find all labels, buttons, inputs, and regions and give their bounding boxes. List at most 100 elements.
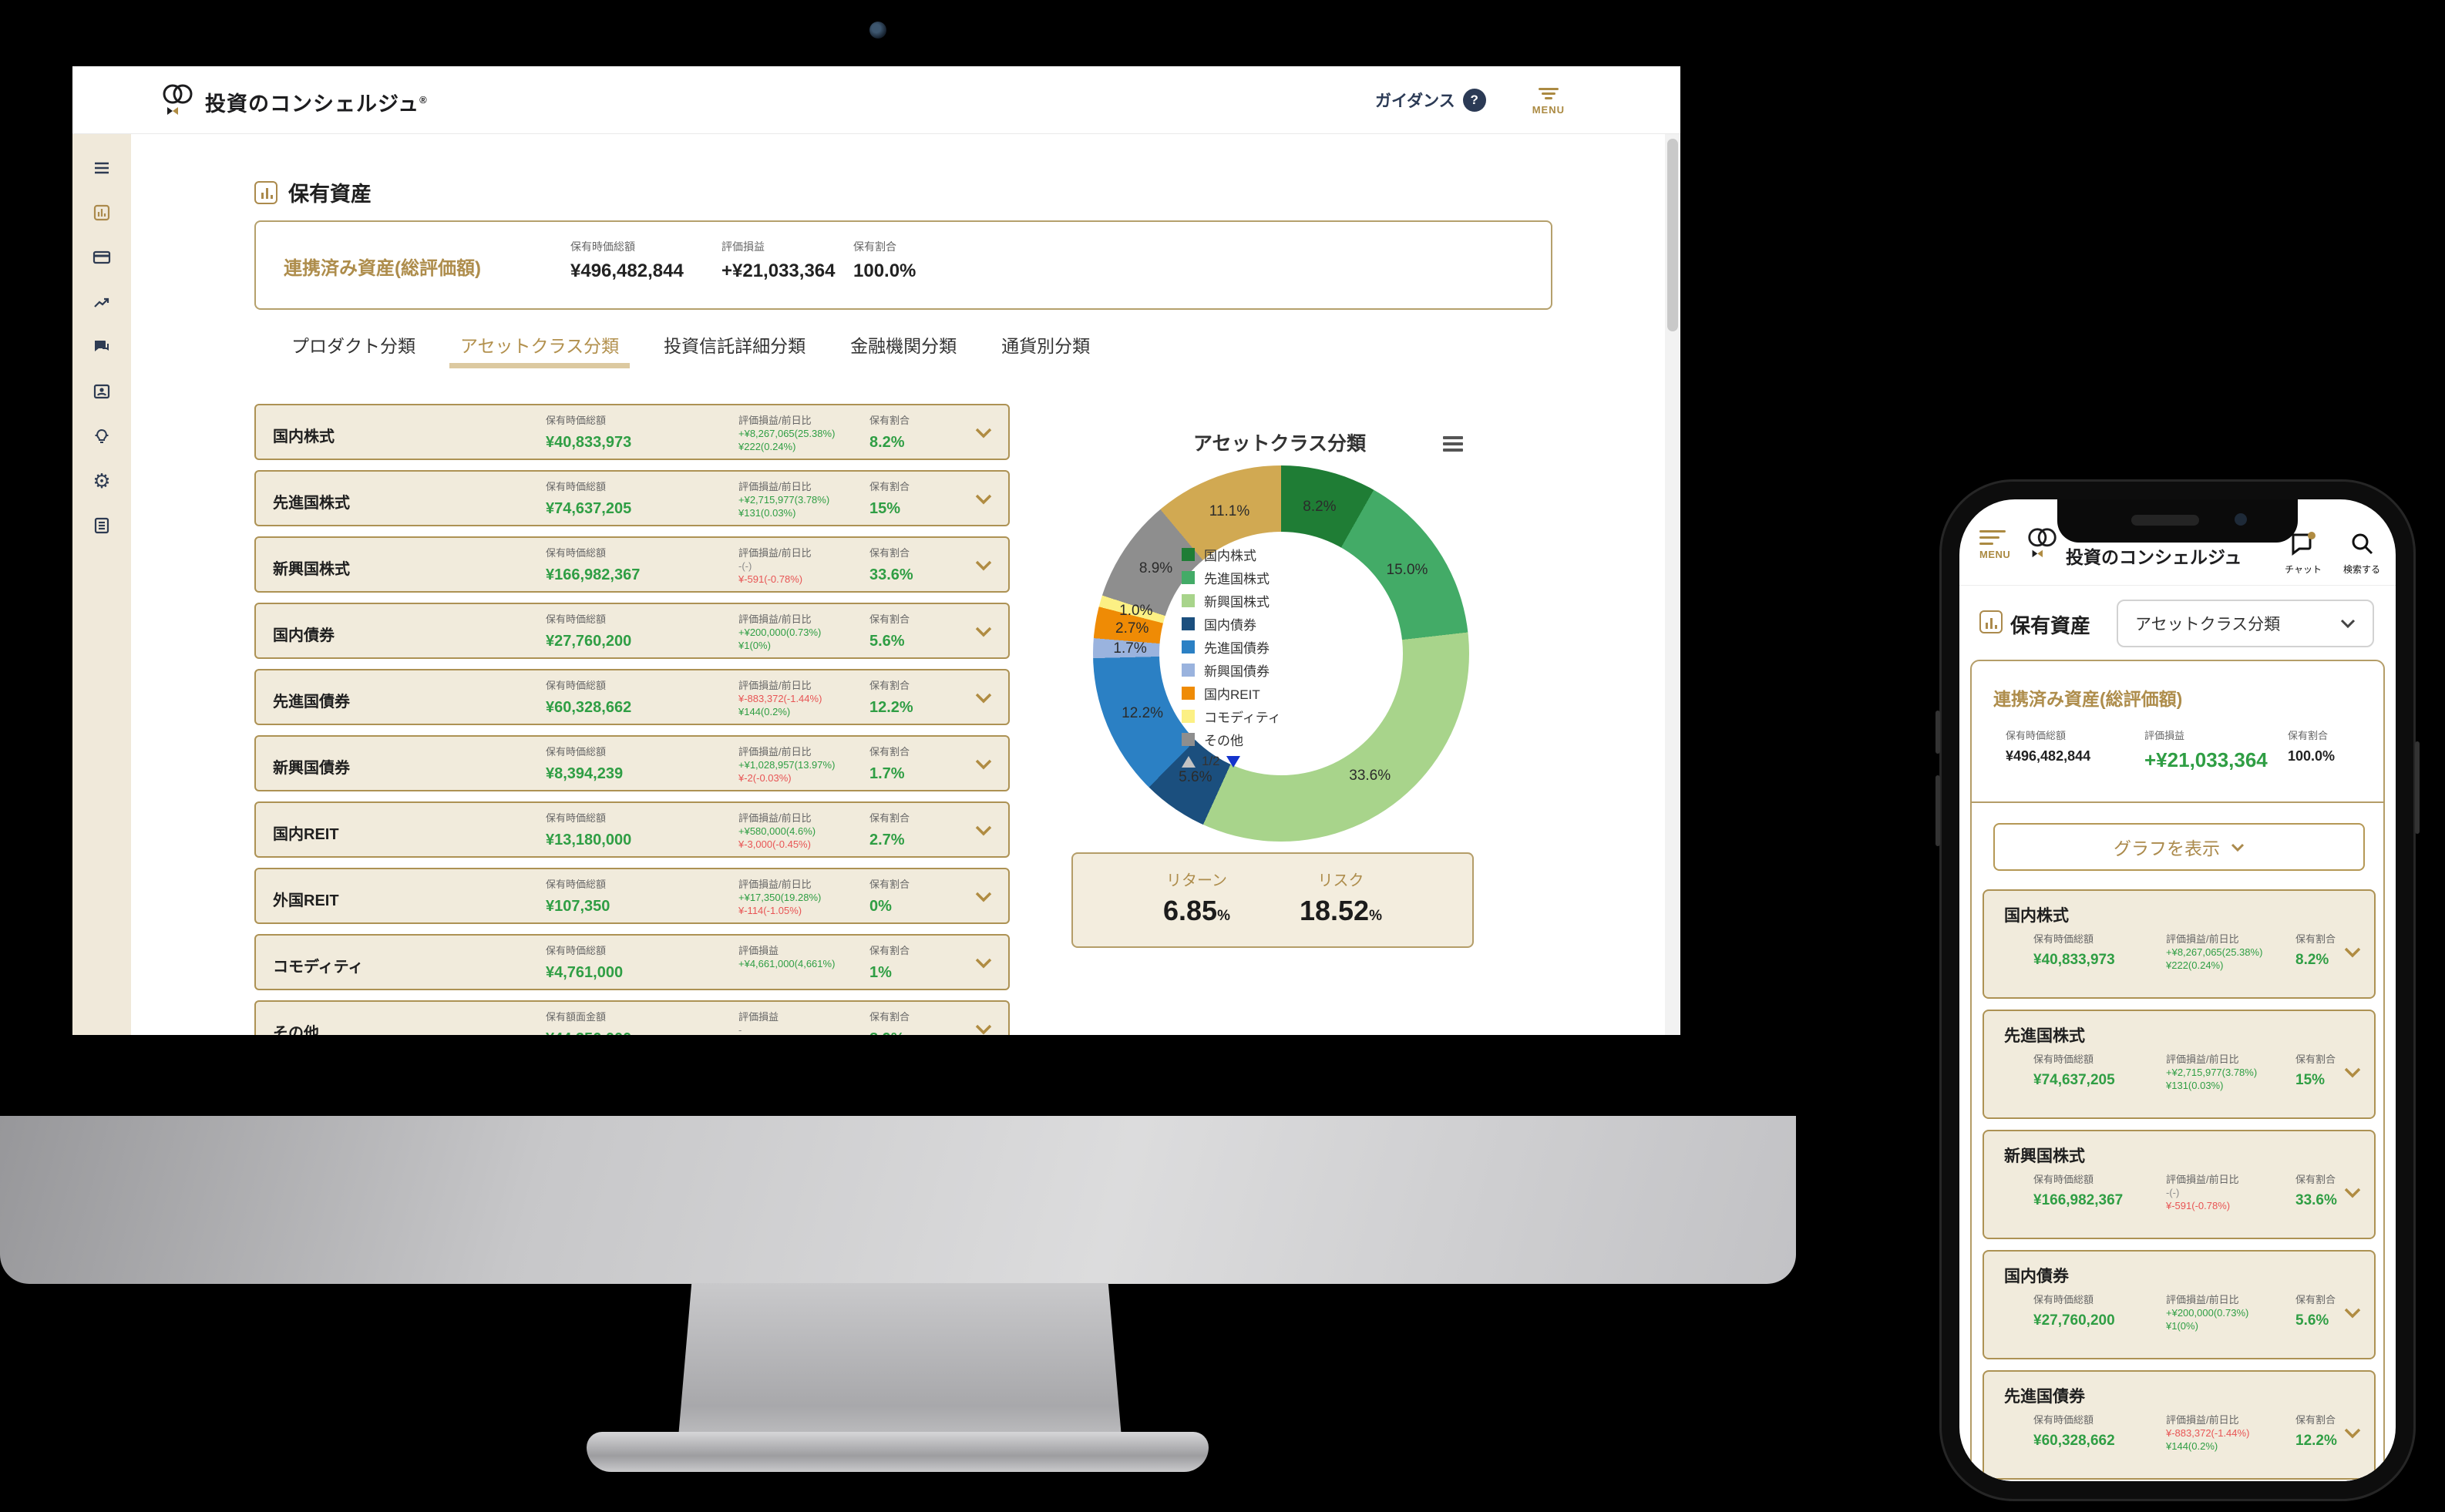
asset-row[interactable]: 新興国株式 保有時価総額 ¥166,982,367 評価損益/前日比 -(-) ¥… xyxy=(254,536,1010,593)
ratio-col: 保有割合 5.6% xyxy=(2295,1294,2336,1329)
chevron-down-icon[interactable] xyxy=(974,957,993,973)
phone-menu-label: MENU xyxy=(1979,549,2011,560)
pl-col: 評価損益/前日比 +¥200,000(0.73%) ¥1(0%) xyxy=(738,613,822,651)
asset-row[interactable]: 先進国債券 保有時価総額 ¥60,328,662 評価損益/前日比 ¥-883,3… xyxy=(254,669,1010,725)
chevron-down-icon xyxy=(975,693,992,704)
ratio-col: 保有割合 33.6% xyxy=(869,547,913,583)
chevron-down-icon[interactable] xyxy=(974,758,993,774)
legend-item[interactable]: コモディティ xyxy=(1182,704,1281,727)
phone-menu-button[interactable]: MENU xyxy=(1979,530,2010,560)
asset-row[interactable]: 国内REIT 保有時価総額 ¥13,180,000 評価損益/前日比 +¥580,… xyxy=(254,801,1010,858)
phone-asset-card[interactable]: 先進国株式 保有時価総額 ¥74,637,205 評価損益/前日比 +¥2,715… xyxy=(1983,1010,2376,1119)
phone-asset-card[interactable]: 国内債券 保有時価総額 ¥27,760,200 評価損益/前日比 +¥200,00… xyxy=(1983,1250,2376,1359)
asset-row[interactable]: 先進国株式 保有時価総額 ¥74,637,205 評価損益/前日比 +¥2,715… xyxy=(254,470,1010,526)
phone-assets-panel: 連携済み資産(総評価額) 保有時価総額 ¥496,482,844 評価損益 +¥… xyxy=(1970,660,2385,1481)
legend-item[interactable]: 新興国株式 xyxy=(1182,589,1281,612)
phone-frame: MENU 投資のコンシェルジュ チャット xyxy=(1935,479,2420,1501)
chevron-down-icon[interactable] xyxy=(974,559,993,575)
chevron-down-icon[interactable] xyxy=(974,891,993,906)
asset-class-donut-chart[interactable] xyxy=(1093,465,1469,842)
legend-item[interactable]: 国内株式 xyxy=(1182,543,1281,566)
sidebar-menu-icon[interactable] xyxy=(92,159,111,177)
asset-name: 国内株式 xyxy=(2004,907,2069,925)
legend-next-icon[interactable] xyxy=(1226,755,1240,768)
amount-col: 保有時価総額 ¥8,394,239 xyxy=(546,746,624,782)
camera-dot xyxy=(869,22,886,39)
chevron-down-icon[interactable] xyxy=(2343,1307,2362,1322)
sidebar-assets-icon[interactable] xyxy=(92,203,111,222)
chart-legend: 国内株式 先進国株式 新興国株式 国内債券 先進国債券 新興国債券 国内REIT… xyxy=(1182,543,1281,769)
phone-asset-card[interactable]: 先進国債券 保有時価総額 ¥60,328,662 評価損益/前日比 ¥-883,3… xyxy=(1983,1370,2376,1480)
asset-row[interactable]: 外国REIT 保有時価総額 ¥107,350 評価損益/前日比 +¥17,350(… xyxy=(254,868,1010,924)
pl-col: 評価損益/前日比 +¥1,028,957(13.97%) ¥-2(-0.03%) xyxy=(738,746,836,784)
chevron-down-icon[interactable] xyxy=(974,692,993,707)
sidebar-contact-icon[interactable] xyxy=(92,382,111,401)
chevron-down-icon[interactable] xyxy=(2343,1427,2362,1443)
pl-col: 評価損益/前日比 -(-) ¥-591(-0.78%) xyxy=(738,547,812,585)
asset-row[interactable]: 国内株式 保有時価総額 ¥40,833,973 評価損益/前日比 +¥8,267,… xyxy=(254,404,1010,460)
tab-institution[interactable]: 金融機関分類 xyxy=(850,336,957,356)
phone-volume-button xyxy=(1935,775,1940,846)
legend-item[interactable]: その他 xyxy=(1182,727,1281,751)
phone-chat-button[interactable]: チャット xyxy=(2285,532,2322,576)
amount-col: 保有時価総額 ¥4,761,000 xyxy=(546,945,624,981)
help-icon[interactable]: ? xyxy=(1462,89,1486,112)
asset-row[interactable]: コモディティ 保有時価総額 ¥4,761,000 評価損益 +¥4,661,000… xyxy=(254,934,1010,990)
tab-currency[interactable]: 通貨別分類 xyxy=(1001,336,1091,356)
phone-search-button[interactable]: 検索する xyxy=(2343,532,2380,576)
sidebar-settings-icon[interactable]: ⚙ xyxy=(92,469,111,492)
chevron-down-icon[interactable] xyxy=(974,1023,993,1035)
legend-item[interactable]: 先進国株式 xyxy=(1182,566,1281,589)
sidebar-card-icon[interactable] xyxy=(92,248,111,267)
sidebar-performance-icon[interactable] xyxy=(92,293,111,311)
chevron-down-icon[interactable] xyxy=(2343,1067,2362,1082)
guidance-label: ガイダンス xyxy=(1374,92,1455,110)
asset-row[interactable]: 新興国債券 保有時価総額 ¥8,394,239 評価損益/前日比 +¥1,028,… xyxy=(254,735,1010,791)
tab-product[interactable]: プロダクト分類 xyxy=(291,336,415,356)
phone-asset-card[interactable]: 新興国株式 保有時価総額 ¥166,982,367 評価損益/前日比 -(-) ¥… xyxy=(1983,1130,2376,1239)
app-header: 投資のコンシェルジュ® ガイダンス ? MENU xyxy=(72,66,1680,134)
phone-volume-button xyxy=(1935,711,1940,754)
asset-row[interactable]: 国内債券 保有時価総額 ¥27,760,200 評価損益/前日比 +¥200,00… xyxy=(254,603,1010,659)
app-logo[interactable]: 投資のコンシェルジュ® xyxy=(160,82,428,123)
chevron-down-icon[interactable] xyxy=(974,825,993,840)
sidebar-news-icon[interactable] xyxy=(92,516,111,535)
sidebar-idea-icon[interactable] xyxy=(92,427,111,445)
legend-pagination: 1/2 xyxy=(1182,754,1281,769)
amount-col: 保有時価総額 ¥27,760,200 xyxy=(2033,1294,2115,1329)
legend-item[interactable]: 先進国債券 xyxy=(1182,635,1281,658)
phone-logo-icon[interactable] xyxy=(2026,526,2060,561)
legend-item[interactable]: 国内REIT xyxy=(1182,681,1281,704)
ratio-col: 保有割合 8.2% xyxy=(869,415,910,451)
phone-asset-card[interactable]: 国内株式 保有時価総額 ¥40,833,973 評価損益/前日比 +¥8,267,… xyxy=(1983,889,2376,999)
show-graph-button[interactable]: グラフを表示 xyxy=(1993,823,2365,871)
phone-total-ratio: 保有割合 100.0% xyxy=(2288,730,2336,764)
monitor-stand xyxy=(678,1283,1122,1437)
amount-col: 保有時価総額 ¥27,760,200 xyxy=(546,613,632,650)
scrollbar-thumb[interactable] xyxy=(1667,139,1678,331)
sidebar-chat-icon[interactable] xyxy=(92,338,111,356)
total-market-value: 保有時価総額 ¥496,482,844 xyxy=(570,240,684,281)
chevron-down-icon[interactable] xyxy=(974,427,993,442)
menu-button[interactable]: MENU xyxy=(1532,86,1565,116)
chevron-down-icon[interactable] xyxy=(974,626,993,641)
legend-item[interactable]: 国内債券 xyxy=(1182,612,1281,635)
scrollbar[interactable] xyxy=(1665,134,1680,1035)
chart-context-menu-icon[interactable] xyxy=(1443,436,1463,455)
total-ratio: 保有割合 100.0% xyxy=(853,240,916,281)
tab-fund-detail[interactable]: 投資信託詳細分類 xyxy=(664,336,806,356)
phone-classification-select[interactable]: アセットクラス分類 xyxy=(2117,600,2374,647)
asset-name: その他 xyxy=(273,1025,319,1035)
legend-item[interactable]: 新興国債券 xyxy=(1182,658,1281,681)
chevron-down-icon[interactable] xyxy=(974,493,993,509)
tab-asset-class[interactable]: アセットクラス分類 xyxy=(449,331,631,368)
chevron-down-icon[interactable] xyxy=(2343,946,2362,962)
monitor-base xyxy=(587,1432,1209,1472)
logo-rings-icon xyxy=(163,84,193,115)
guidance-link[interactable]: ガイダンス ? xyxy=(1375,89,1486,112)
chevron-down-icon[interactable] xyxy=(2343,1187,2362,1202)
legend-prev-icon[interactable] xyxy=(1182,755,1196,768)
app-name: 投資のコンシェルジュ® xyxy=(205,92,428,116)
